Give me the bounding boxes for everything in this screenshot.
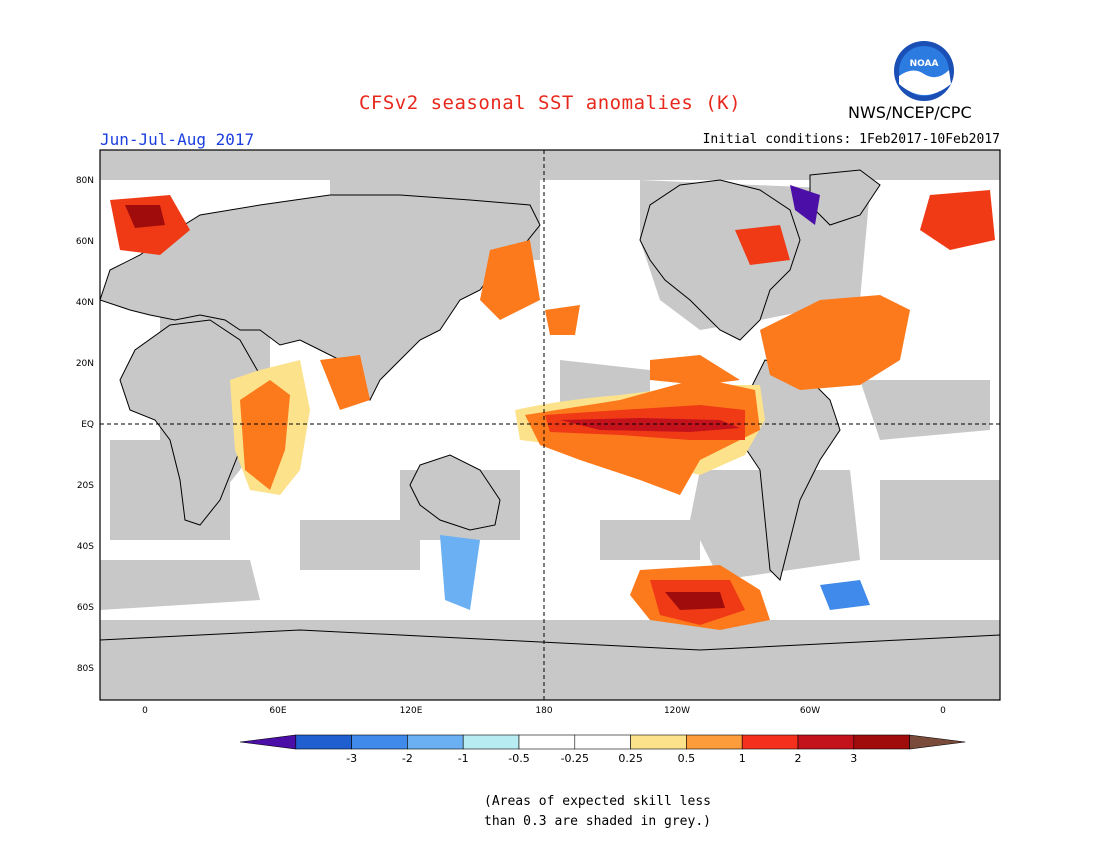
skill-footnote: (Areas of expected skill less than 0.3 a… bbox=[0, 792, 1100, 832]
colorbar-swatch bbox=[295, 734, 352, 750]
colorbar-legend: -3 -2 -1 -0.5 -0.25 0.25 0.5 1 2 3 bbox=[239, 734, 966, 765]
colorbar-tick-label: -0.25 bbox=[561, 752, 589, 765]
colorbar-swatch bbox=[686, 734, 743, 750]
lon-label: 120E bbox=[400, 706, 423, 716]
colorbar-swatch bbox=[853, 734, 910, 750]
latitude-axis: 80N 60N 40N 20N EQ 20S 40S 60S 80S bbox=[76, 176, 94, 674]
longitude-axis: 0 60E 120E 180 120W 60W 0 bbox=[142, 706, 946, 716]
lat-label: 80S bbox=[77, 664, 94, 674]
lat-label: 20N bbox=[76, 359, 94, 369]
continents bbox=[100, 169, 1000, 700]
colorbar-swatch bbox=[741, 734, 799, 750]
lon-label: 0 bbox=[142, 706, 148, 716]
colorbar-arrow-high bbox=[909, 734, 966, 750]
colorbar-swatch bbox=[630, 734, 687, 750]
colorbar-swatch bbox=[518, 734, 576, 750]
map-frame bbox=[99, 149, 1001, 701]
lon-label: 60E bbox=[269, 706, 286, 716]
logo-text: NOAA bbox=[910, 59, 939, 69]
colorbar-tick-label: 3 bbox=[850, 752, 857, 765]
initial-conditions-label: Initial conditions: 1Feb2017-10Feb2017 bbox=[702, 132, 1000, 147]
lon-label: 60W bbox=[800, 706, 820, 716]
lon-label: 180 bbox=[535, 706, 552, 716]
colorbar-arrow-low bbox=[239, 734, 297, 750]
colorbar-tick-label: -3 bbox=[346, 752, 357, 765]
lon-label: 0 bbox=[940, 706, 946, 716]
lat-label: EQ bbox=[81, 420, 94, 430]
map-title: CFSv2 seasonal SST anomalies (K) bbox=[358, 92, 742, 114]
lon-label: 120W bbox=[664, 706, 690, 716]
colorbar-tick-label: 0.5 bbox=[678, 752, 696, 765]
colorbar-swatch bbox=[797, 734, 855, 750]
colorbar-swatch bbox=[574, 734, 631, 750]
colorbar-swatch bbox=[407, 734, 464, 750]
lat-label: 40S bbox=[77, 542, 94, 552]
colorbar-tick-label: 2 bbox=[795, 752, 802, 765]
footnote-line-1: (Areas of expected skill less bbox=[484, 794, 711, 809]
colorbar-tick-label: -0.5 bbox=[508, 752, 529, 765]
anomaly-fields bbox=[110, 185, 995, 630]
season-label: Jun-Jul-Aug 2017 bbox=[100, 130, 255, 149]
colorbar-tick-label: 0.25 bbox=[618, 752, 643, 765]
lat-label: 60S bbox=[77, 603, 94, 613]
lat-label: 40N bbox=[76, 298, 94, 308]
colorbar-swatch bbox=[462, 734, 520, 750]
lat-label: 80N bbox=[76, 176, 94, 186]
footnote-line-2: than 0.3 are shaded in grey.) bbox=[484, 814, 711, 829]
agency-label: NWS/NCEP/CPC bbox=[848, 103, 972, 122]
noaa-logo-icon: NOAA bbox=[894, 41, 954, 101]
colorbar-tick-label: -2 bbox=[402, 752, 413, 765]
colorbar-swatch bbox=[351, 734, 408, 750]
colorbar-tick-label: 1 bbox=[739, 752, 746, 765]
lat-label: 20S bbox=[77, 481, 94, 491]
colorbar-tick-label: -1 bbox=[458, 752, 469, 765]
lat-label: 60N bbox=[76, 237, 94, 247]
